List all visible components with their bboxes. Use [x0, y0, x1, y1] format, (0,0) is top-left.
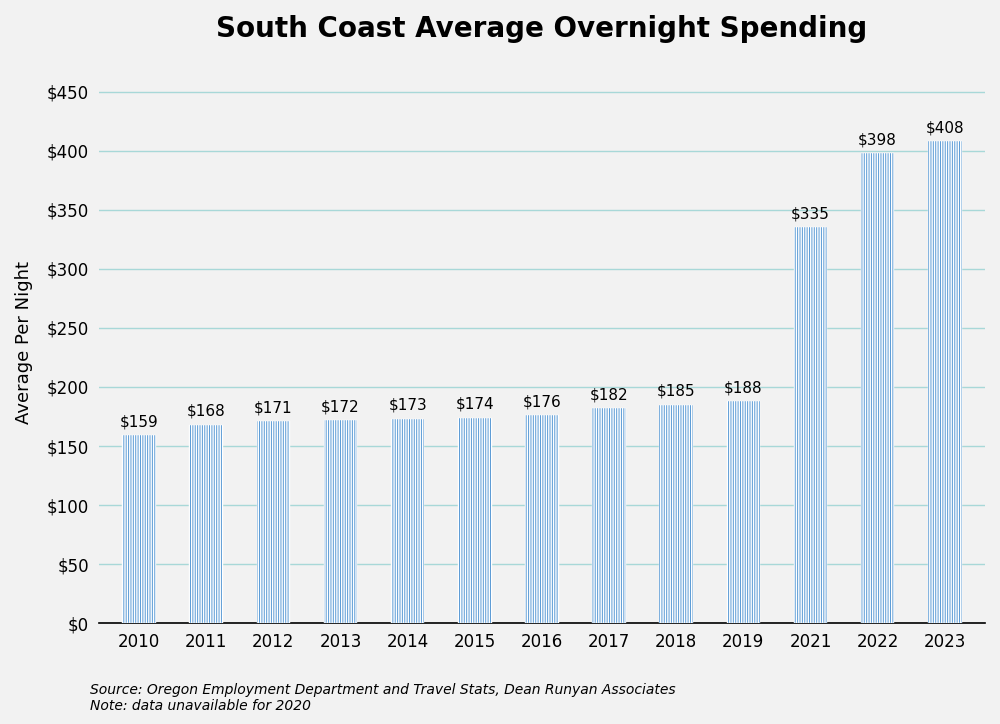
Bar: [257, 421, 290, 623]
Text: $174: $174: [455, 397, 494, 412]
Bar: [659, 405, 693, 623]
Bar: [727, 401, 760, 623]
Text: $185: $185: [657, 384, 696, 399]
Bar: [189, 425, 223, 623]
Text: $176: $176: [523, 395, 561, 410]
Bar: [122, 435, 156, 623]
Y-axis label: Average Per Night: Average Per Night: [15, 261, 33, 424]
Bar: [458, 418, 492, 623]
Bar: [391, 419, 424, 623]
Text: $188: $188: [724, 380, 763, 395]
Bar: [861, 153, 894, 623]
Bar: [928, 141, 962, 623]
Text: $171: $171: [254, 400, 293, 416]
Text: $335: $335: [791, 206, 830, 222]
Text: $182: $182: [590, 387, 628, 403]
Text: $168: $168: [187, 404, 226, 419]
Title: South Coast Average Overnight Spending: South Coast Average Overnight Spending: [216, 15, 868, 43]
Text: $398: $398: [858, 132, 897, 147]
Bar: [592, 408, 626, 623]
Bar: [794, 227, 827, 623]
Bar: [324, 420, 357, 623]
Text: Source: Oregon Employment Department and Travel Stats, Dean Runyan Associates
No: Source: Oregon Employment Department and…: [90, 683, 676, 713]
Text: $159: $159: [120, 415, 159, 429]
Text: $172: $172: [321, 399, 360, 414]
Text: $408: $408: [925, 120, 964, 135]
Bar: [525, 416, 559, 623]
Text: $173: $173: [388, 398, 427, 413]
